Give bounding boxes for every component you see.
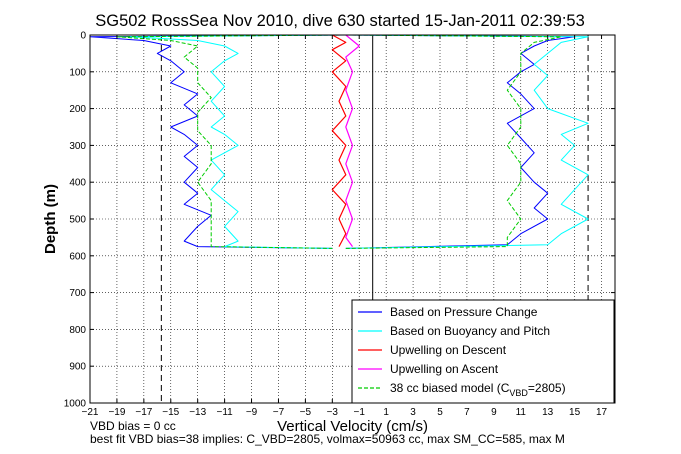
legend-label-0: Based on Pressure Change	[390, 305, 538, 319]
legend-label-text: Upwelling on Ascent	[390, 362, 499, 376]
series-line-5	[345, 34, 562, 249]
y-tick-label: 800	[69, 325, 86, 336]
x-tick-label: 11	[516, 407, 527, 418]
x-tick-label: −7	[273, 407, 285, 418]
y-tick-label: 400	[69, 178, 86, 189]
legend-label-suffix: =2805)	[528, 381, 566, 395]
x-tick-label: −19	[108, 407, 125, 418]
series-line-0	[89, 34, 346, 249]
legend-label-subscript: VBD	[509, 388, 528, 398]
legend-label-text: Based on Pressure Change	[390, 305, 538, 319]
x-tick-label: 9	[491, 407, 497, 418]
x-tick-label: 13	[542, 407, 554, 418]
x-tick-label: 1	[383, 407, 389, 418]
series-line-3	[345, 34, 576, 249]
x-tick-label: −13	[189, 407, 206, 418]
footer-best-fit: best fit VBD bias=38 implies: C_VBD=2805…	[90, 432, 565, 446]
x-tick-label: −1	[354, 407, 366, 418]
series-group	[89, 34, 589, 249]
y-tick-label: 200	[69, 104, 86, 115]
x-tick-label: 3	[410, 407, 416, 418]
x-tick-label: 7	[464, 407, 470, 418]
x-tick-label: −17	[135, 407, 152, 418]
x-tick-label: −11	[216, 407, 233, 418]
y-tick-label: 0	[80, 31, 86, 42]
x-tick-label: 17	[596, 407, 608, 418]
legend-label-text: 38 cc biased model (C	[390, 381, 510, 395]
y-tick-label: 1000	[64, 399, 87, 410]
x-tick-label: −21	[82, 407, 99, 418]
series-line-2	[116, 34, 346, 249]
y-axis-label: Depth (m)	[42, 184, 59, 254]
legend-label-text: Upwelling on Descent	[390, 343, 507, 357]
series-line-7	[345, 34, 360, 247]
footer-vbd-bias: VBD bias = 0 cc	[90, 419, 176, 433]
legend-box	[351, 299, 615, 404]
x-tick-label: −9	[246, 407, 258, 418]
series-line-1	[129, 34, 346, 249]
legend-label-3: Upwelling on Ascent	[390, 362, 499, 376]
chart-title: SG502 RossSea Nov 2010, dive 630 started…	[95, 12, 585, 30]
x-tick-label: 15	[569, 407, 581, 418]
legend-label-4: 38 cc biased model (CVBD=2805)	[390, 381, 566, 398]
legend-label-text: Based on Buoyancy and Pitch	[390, 324, 550, 338]
y-tick-label: 900	[69, 362, 86, 373]
x-axis-label: Vertical Velocity (cm/s)	[277, 418, 428, 435]
series-line-6	[331, 34, 347, 247]
y-tick-label: 300	[69, 141, 86, 152]
axis-ticks: −21 −19 −17 −15 −13 −11 −9 −7 −5 −3 −1 1 3 5 7 9 11 13 15 1…	[64, 31, 615, 418]
y-tick-label: 600	[69, 251, 86, 262]
legend-label-1: Based on Buoyancy and Pitch	[390, 324, 550, 338]
x-tick-label: 5	[437, 407, 443, 418]
y-tick-label: 500	[69, 215, 86, 226]
series-line-4	[345, 34, 589, 249]
legend-label-2: Upwelling on Descent	[390, 343, 507, 357]
y-tick-label: 700	[69, 288, 86, 299]
x-tick-label: −3	[327, 407, 339, 418]
x-tick-label: −5	[300, 407, 312, 418]
legend: Based on Pressure Change Based on Buoyanc…	[351, 299, 615, 404]
y-tick-label: 100	[69, 67, 86, 78]
x-tick-label: −15	[162, 407, 179, 418]
